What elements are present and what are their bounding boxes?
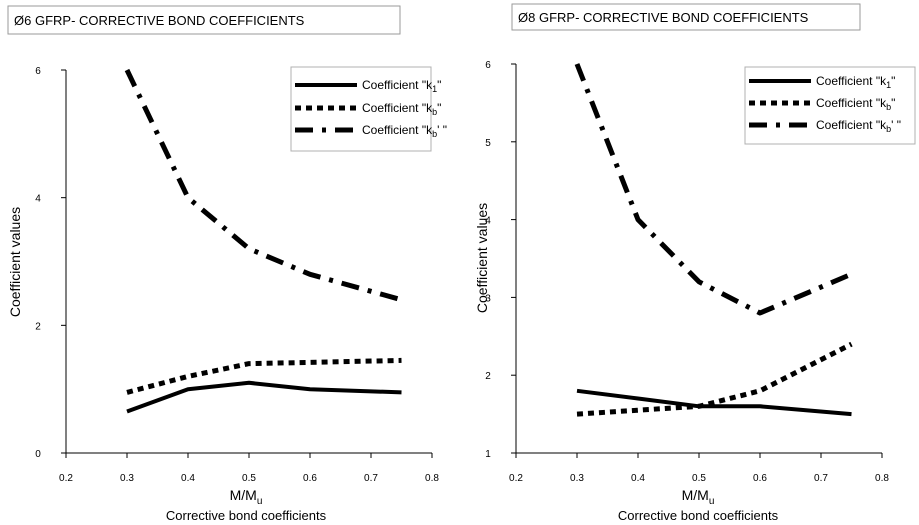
chart-title: Ø6 GFRP- CORRECTIVE BOND COEFFICIENTS	[14, 13, 305, 28]
legend-entry: Coefficient "kb"	[816, 96, 895, 112]
y-tick-label: 6	[35, 66, 41, 77]
y-tick-label: 6	[485, 60, 491, 71]
legend-entry: Coefficient "k1"	[816, 74, 895, 90]
y-tick-label: 5	[485, 138, 491, 149]
legend-entry: Coefficient "kb"	[362, 101, 441, 117]
chart-title-box	[7, 5, 401, 35]
series-line-solid	[126, 380, 402, 414]
x-tick-label: 0.6	[303, 473, 317, 484]
series-line-dashdot	[574, 63, 853, 316]
y-tick-label: 4	[485, 216, 491, 227]
series-line-dashdot	[124, 68, 403, 303]
x-axis-label: M/Mu	[230, 487, 263, 507]
x-tick-label: 0.3	[570, 473, 584, 484]
x-tick-label: 0.8	[875, 473, 889, 484]
x-tick-label: 0.8	[425, 473, 439, 484]
x-tick-label: 0.2	[509, 473, 523, 484]
legend-entry: Coefficient "kb' "	[816, 118, 901, 134]
x-tick-label: 0.7	[814, 473, 828, 484]
y-tick-label: 3	[485, 293, 491, 304]
x-tick-label: 0.7	[364, 473, 378, 484]
y-tick-label: 4	[35, 194, 41, 205]
chart-phi6: Ø6 GFRP- CORRECTIVE BOND COEFFICIENTS 0.2…	[7, 5, 447, 523]
x-tick-label: 0.5	[242, 473, 256, 484]
chart-caption: Corrective bond coefficients	[618, 508, 779, 523]
chart-title: Ø8 GFRP- CORRECTIVE BOND COEFFICIENTS	[518, 10, 809, 25]
x-tick-label: 0.6	[753, 473, 767, 484]
legend-entry: Coefficient "kb' "	[362, 123, 447, 139]
legend-box	[290, 66, 432, 152]
y-axis-label: Coefficient values	[474, 203, 490, 313]
y-tick-label: 2	[485, 371, 491, 382]
series-line-dotted	[576, 341, 853, 417]
x-tick-label: 0.3	[120, 473, 134, 484]
y-axis-label: Coefficient values	[7, 207, 23, 317]
legend-entry: Coefficient "k1"	[362, 78, 441, 94]
x-tick-label: 0.4	[181, 473, 195, 484]
chart-caption: Corrective bond coefficients	[166, 508, 327, 523]
x-tick-label: 0.5	[692, 473, 706, 484]
x-tick-label: 0.2	[59, 473, 73, 484]
chart-phi8: Ø8 GFRP- CORRECTIVE BOND COEFFICIENTS 0.2…	[474, 3, 916, 523]
y-tick-label: 1	[485, 449, 491, 460]
y-tick-label: 0	[35, 449, 41, 460]
chart-title-box	[511, 3, 861, 31]
x-tick-label: 0.4	[631, 473, 645, 484]
series-line-dotted	[126, 357, 402, 395]
x-axis-label: M/Mu	[682, 487, 715, 507]
y-tick-label: 2	[35, 321, 41, 332]
